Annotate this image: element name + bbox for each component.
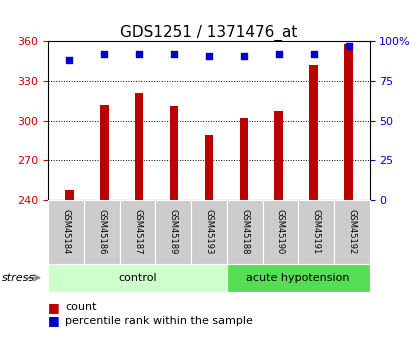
Text: GSM45191: GSM45191 [312,209,320,255]
Bar [310,65,318,200]
Text: control: control [118,273,157,283]
Point [310,51,317,57]
Text: count: count [65,302,97,312]
Bar [100,105,108,200]
Point [345,43,352,49]
Bar [274,111,283,200]
Point [136,51,142,57]
Bar [170,106,178,200]
Title: GDS1251 / 1371476_at: GDS1251 / 1371476_at [120,25,298,41]
Point [276,51,282,57]
Bar [344,44,353,200]
Text: GSM45192: GSM45192 [347,209,356,255]
Text: ■: ■ [48,300,60,314]
Text: GSM45186: GSM45186 [97,209,106,255]
Text: stress: stress [2,273,35,283]
Point [66,58,73,63]
Point [101,51,108,57]
Point [206,53,213,58]
Text: GSM45187: GSM45187 [133,209,142,255]
Point [241,53,247,58]
Text: GSM45189: GSM45189 [169,209,178,255]
Text: GSM45184: GSM45184 [62,209,71,255]
Bar [205,135,213,200]
Text: GSM45190: GSM45190 [276,209,285,255]
Point [171,51,177,57]
Text: ■: ■ [48,314,60,327]
Text: percentile rank within the sample: percentile rank within the sample [65,316,253,326]
Text: GSM45193: GSM45193 [205,209,213,255]
Text: acute hypotension: acute hypotension [247,273,350,283]
Bar [135,93,144,200]
Bar [239,118,248,200]
Bar [65,189,73,200]
Text: GSM45188: GSM45188 [240,209,249,255]
